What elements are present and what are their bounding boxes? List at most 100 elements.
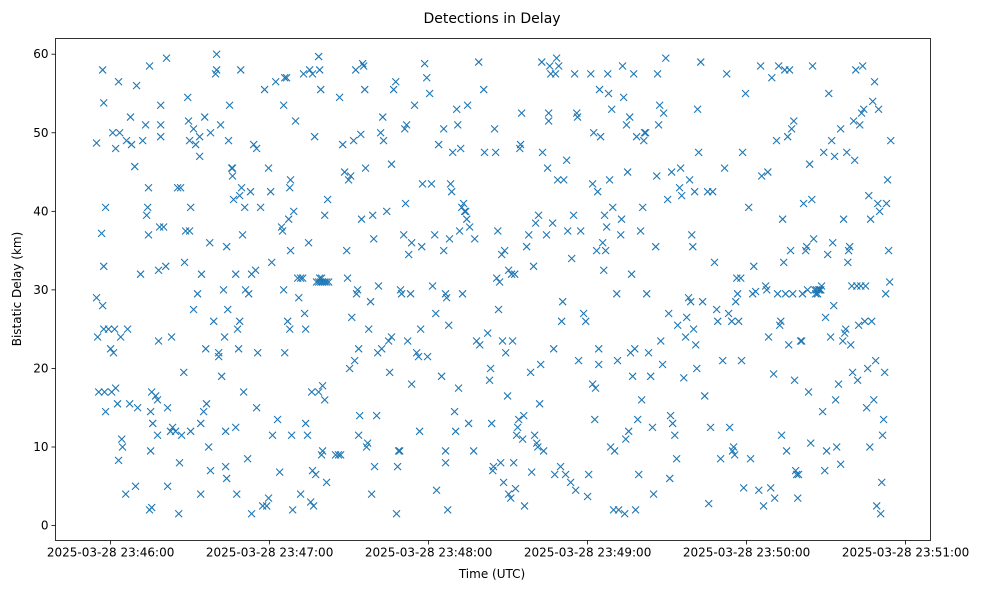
data-point: [600, 211, 609, 220]
data-point: [126, 113, 135, 121]
data-point: [418, 179, 427, 188]
data-point: [593, 187, 602, 196]
data-point: [566, 478, 575, 487]
data-point: [716, 454, 725, 463]
data-point: [561, 470, 570, 479]
data-point: [684, 293, 693, 302]
data-point: [144, 231, 153, 239]
data-point: [603, 69, 612, 78]
data-point: [104, 325, 113, 334]
data-point: [773, 289, 782, 298]
data-point: [824, 89, 833, 98]
data-point: [357, 215, 366, 224]
data-point: [434, 140, 443, 149]
data-point: [848, 368, 857, 377]
data-point: [221, 427, 230, 436]
data-point: [378, 113, 387, 121]
data-point: [720, 164, 729, 173]
data-point: [583, 492, 592, 501]
data-point: [246, 187, 255, 196]
data-point: [200, 113, 209, 121]
data-point: [465, 223, 474, 231]
data-point: [836, 124, 845, 133]
data-point: [746, 454, 755, 463]
data-point: [111, 144, 120, 153]
y-tick-label: 30: [33, 283, 48, 297]
data-point: [884, 246, 893, 255]
data-point: [384, 337, 393, 345]
data-point: [430, 231, 439, 239]
data-point: [501, 348, 510, 357]
data-point: [441, 458, 450, 467]
data-point: [311, 470, 320, 479]
y-axis-ticks: 0 10 20 30 40 50 60: [33, 47, 56, 533]
data-point: [286, 176, 295, 184]
data-point: [696, 58, 705, 66]
data-point: [427, 179, 436, 188]
data-point: [781, 289, 790, 298]
data-point: [372, 411, 381, 420]
data-point: [552, 54, 561, 63]
data-point: [180, 258, 189, 267]
data-point: [196, 490, 205, 499]
data-point: [594, 360, 603, 369]
data-point: [874, 105, 883, 114]
data-point: [652, 172, 661, 180]
data-point: [402, 121, 411, 129]
data-point: [385, 368, 394, 377]
data-point: [224, 136, 233, 145]
data-point: [620, 509, 629, 518]
data-point: [439, 246, 448, 255]
data-point: [127, 140, 136, 149]
data-point: [92, 293, 101, 302]
data-point: [518, 435, 527, 444]
data-point: [206, 128, 215, 137]
data-point: [722, 69, 731, 78]
data-point: [223, 305, 232, 314]
data-point: [177, 431, 186, 440]
data-point: [764, 333, 773, 341]
data-point: [343, 274, 352, 282]
data-point: [428, 282, 437, 290]
data-point: [204, 443, 213, 451]
data-point: [618, 62, 627, 70]
data-point: [855, 121, 864, 129]
data-point: [452, 105, 461, 114]
data-point: [641, 128, 650, 137]
data-point: [175, 458, 184, 467]
data-point: [116, 333, 125, 341]
data-point: [668, 419, 677, 428]
data-point: [851, 66, 860, 74]
data-point: [360, 85, 369, 94]
data-point: [301, 419, 310, 428]
data-point: [871, 356, 880, 365]
data-point: [622, 121, 631, 129]
data-point: [562, 156, 571, 165]
data-point: [673, 321, 682, 330]
data-point: [382, 207, 391, 216]
data-point: [153, 395, 162, 404]
data-point: [832, 443, 841, 451]
data-point: [238, 231, 247, 239]
data-point: [296, 274, 305, 282]
data-point: [412, 348, 421, 357]
data-point: [818, 407, 827, 416]
data-point: [689, 325, 698, 334]
data-point: [336, 450, 345, 459]
data-point: [347, 313, 356, 322]
data-point: [843, 258, 852, 267]
data-point: [186, 203, 195, 212]
data-point: [551, 69, 560, 78]
data-point: [121, 490, 130, 499]
data-point: [335, 93, 344, 102]
data-point: [298, 274, 307, 282]
data-point: [651, 242, 660, 251]
data-point: [670, 431, 679, 440]
data-point: [586, 69, 595, 78]
data-point: [228, 164, 237, 173]
data-point: [729, 443, 738, 451]
data-point: [447, 187, 456, 196]
data-point: [306, 498, 315, 506]
data-point: [648, 423, 657, 432]
